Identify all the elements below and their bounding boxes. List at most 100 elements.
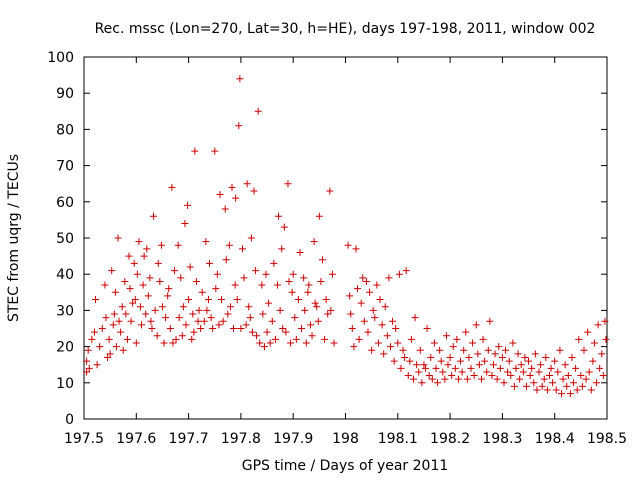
- data-point-marker: [198, 288, 206, 296]
- data-point-marker: [587, 386, 595, 394]
- data-point-marker: [542, 353, 550, 361]
- data-point-marker: [474, 350, 482, 358]
- data-point-marker: [252, 267, 260, 275]
- data-point-marker: [184, 201, 192, 209]
- data-point-marker: [111, 288, 119, 296]
- data-point-marker: [165, 285, 173, 293]
- data-point-marker: [182, 321, 190, 329]
- data-point-marker: [380, 350, 388, 358]
- data-point-marker: [302, 339, 310, 347]
- data-point-marker: [585, 368, 593, 376]
- x-tick-label: 198.5: [587, 431, 627, 447]
- data-point-marker: [390, 357, 398, 365]
- data-point-marker: [505, 357, 513, 365]
- data-point-marker: [280, 223, 288, 231]
- data-point-marker: [190, 328, 198, 336]
- data-point-marker: [525, 357, 533, 365]
- x-tick-label: 197.7: [169, 431, 209, 447]
- y-tick-label: 60: [56, 195, 74, 211]
- data-point-marker: [477, 375, 485, 383]
- data-point-marker: [322, 296, 330, 304]
- data-point-marker: [374, 339, 382, 347]
- data-point-marker: [126, 285, 134, 293]
- data-point-marker: [158, 303, 166, 311]
- data-point-marker: [401, 353, 409, 361]
- data-point-marker: [530, 379, 538, 387]
- data-point-marker: [274, 281, 282, 289]
- data-point-marker: [122, 310, 130, 318]
- data-point-marker: [172, 335, 180, 343]
- data-point-marker: [306, 321, 314, 329]
- data-point-marker: [83, 368, 91, 376]
- data-point-marker: [144, 292, 152, 300]
- data-point-marker: [221, 205, 229, 213]
- data-point-marker: [287, 339, 295, 347]
- data-point-marker: [556, 346, 564, 354]
- data-point-marker: [138, 321, 146, 329]
- data-point-marker: [362, 277, 370, 285]
- data-point-marker: [386, 343, 394, 351]
- data-point-marker: [601, 317, 609, 325]
- data-point-marker: [292, 335, 300, 343]
- data-point-marker: [406, 357, 414, 365]
- data-point-marker: [517, 361, 525, 369]
- data-point-marker: [510, 382, 518, 390]
- data-point-marker: [284, 180, 292, 188]
- data-point-marker: [392, 325, 400, 332]
- data-point-marker: [416, 346, 424, 354]
- data-point-marker: [259, 310, 267, 318]
- data-point-marker: [185, 296, 193, 304]
- data-point-marker: [157, 241, 165, 249]
- x-tick-label: 197.5: [64, 431, 104, 447]
- data-point-marker: [130, 259, 138, 267]
- data-point-marker: [495, 343, 503, 351]
- y-tick-label: 80: [56, 122, 74, 138]
- data-point-marker: [434, 379, 442, 387]
- data-point-marker: [354, 285, 362, 293]
- data-point-marker: [129, 299, 137, 307]
- data-point-marker: [147, 317, 155, 325]
- x-tick-label: 198.3: [482, 431, 522, 447]
- data-point-marker: [162, 314, 170, 322]
- data-point-marker: [566, 390, 574, 398]
- data-point-marker: [285, 277, 293, 285]
- data-point-marker: [146, 274, 154, 282]
- data-point-marker: [178, 332, 186, 340]
- data-point-marker: [175, 314, 183, 322]
- x-tick-label: 197.6: [116, 431, 156, 447]
- data-point-marker: [451, 364, 459, 372]
- x-tick-label: 198.1: [378, 431, 418, 447]
- x-tick-label: 198.2: [430, 431, 470, 447]
- data-point-marker: [93, 361, 101, 369]
- data-point-marker: [211, 147, 219, 155]
- data-point-marker: [394, 339, 402, 347]
- data-point-marker: [112, 343, 120, 351]
- data-point-marker: [564, 372, 572, 380]
- data-point-marker: [245, 303, 253, 311]
- data-point-marker: [90, 328, 98, 336]
- data-point-marker: [347, 310, 355, 318]
- data-point-marker: [168, 183, 176, 191]
- data-point-marker: [108, 267, 116, 275]
- data-point-marker: [206, 259, 214, 267]
- data-point-marker: [85, 364, 93, 372]
- data-point-marker: [462, 328, 470, 336]
- x-tick-label: 198: [332, 431, 359, 447]
- data-point-marker: [101, 281, 109, 289]
- data-point-marker: [275, 212, 283, 220]
- x-tick-label: 197.8: [221, 431, 261, 447]
- data-point-marker: [288, 288, 296, 296]
- data-point-marker: [563, 382, 571, 390]
- axis-ticks: 197.5 197.6 197.7 197.8 197.9 198 198.1 198.2 19…: [47, 50, 627, 447]
- y-tick-label: 90: [56, 86, 74, 102]
- data-point-marker: [376, 296, 384, 304]
- data-point-marker: [469, 339, 477, 347]
- data-point-marker: [219, 317, 227, 325]
- data-point-marker: [552, 386, 560, 394]
- data-point-marker: [465, 353, 473, 361]
- data-point-marker: [413, 361, 421, 369]
- data-point-marker: [594, 321, 602, 329]
- data-point-marker: [192, 277, 200, 285]
- data-point-marker: [224, 310, 232, 318]
- data-point-marker: [577, 372, 585, 380]
